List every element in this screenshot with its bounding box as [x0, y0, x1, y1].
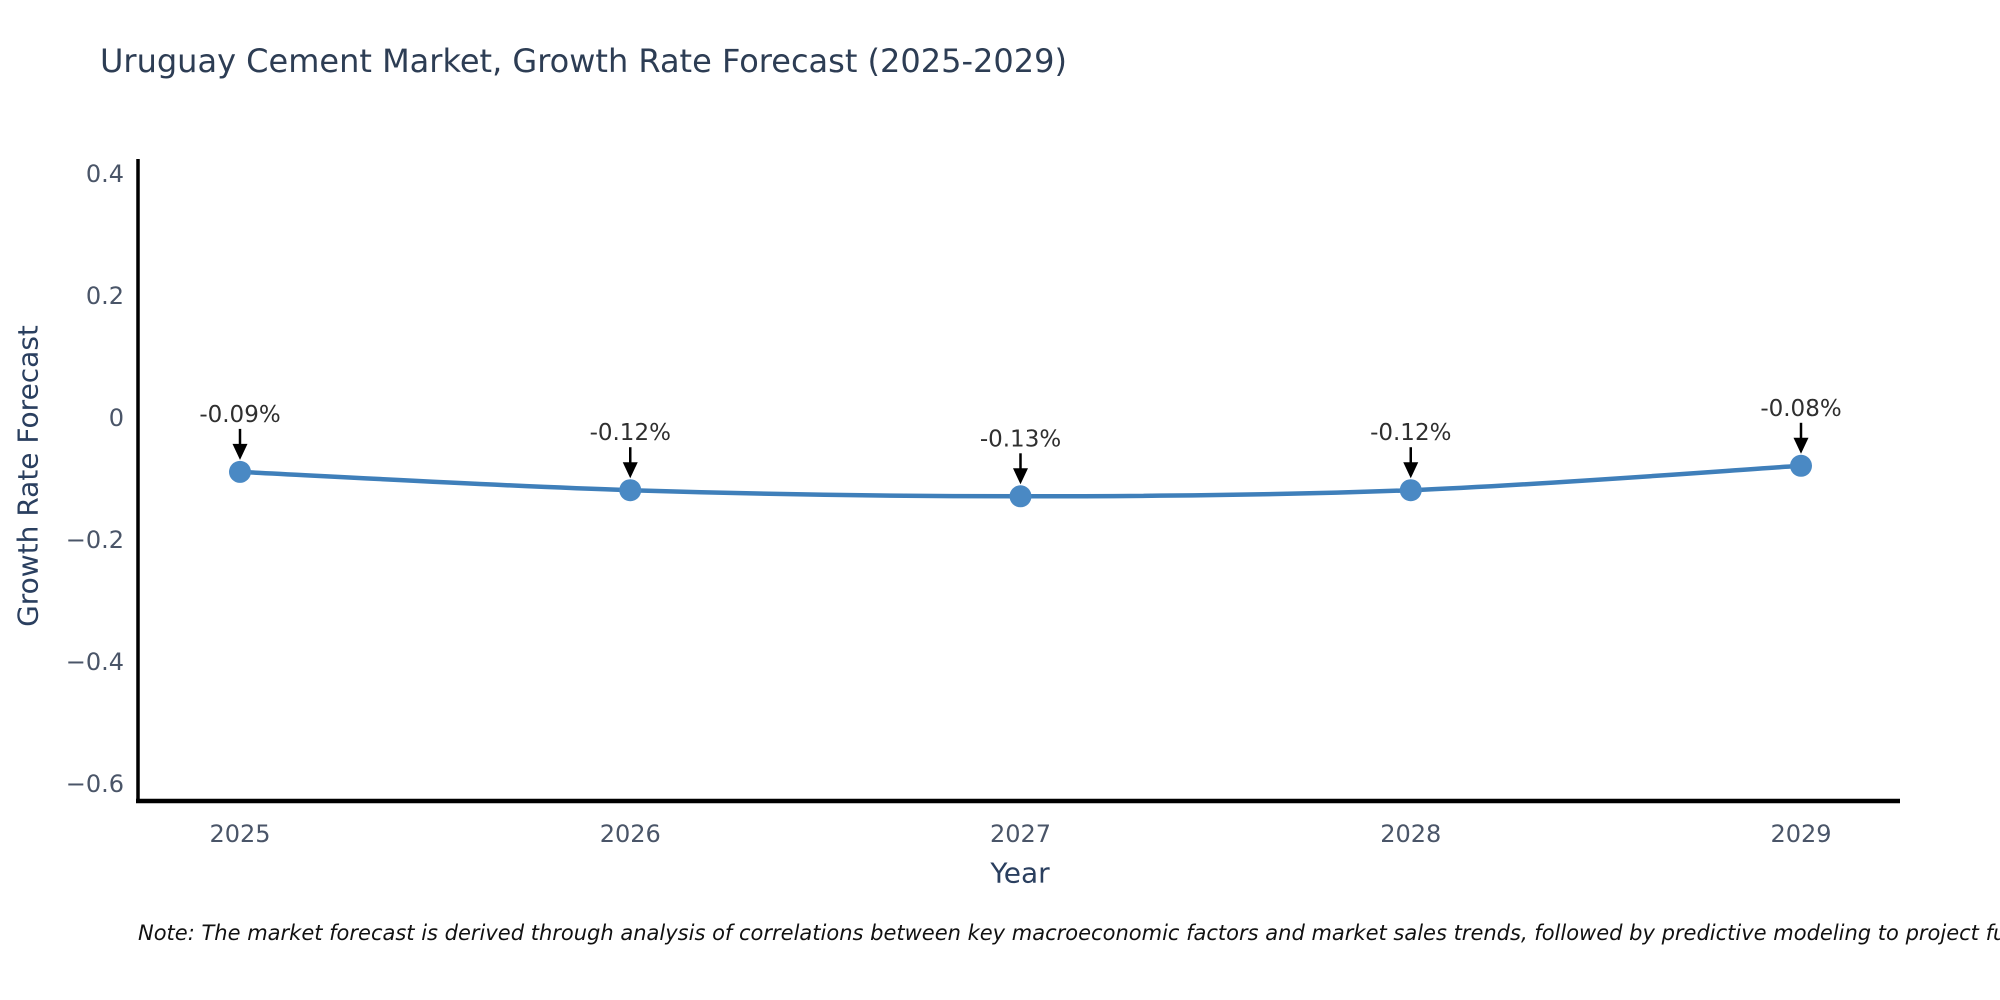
x-tick-label: 2025: [209, 820, 270, 848]
annotation-arrowhead-icon: [1403, 462, 1419, 479]
y-tick-label: −0.4: [66, 648, 124, 676]
y-tick-label: −0.6: [66, 770, 124, 798]
x-tick-label: 2026: [600, 820, 661, 848]
data-point-marker: [619, 479, 642, 502]
annotation-arrowhead-icon: [232, 443, 248, 460]
annotation-arrowhead-icon: [1013, 468, 1028, 485]
x-axis-title: Year: [990, 856, 1050, 890]
data-point-marker: [1009, 485, 1032, 508]
annotation-label: -0.12%: [590, 420, 671, 446]
annotation-arrowhead-icon: [1793, 437, 1809, 454]
y-tick-label: −0.2: [66, 526, 124, 554]
data-point-marker: [1790, 454, 1812, 477]
annotation-label: -0.13%: [980, 426, 1061, 452]
y-tick-label: 0.2: [86, 282, 124, 310]
annotation-label: -0.08%: [1760, 396, 1841, 422]
x-tick-label: 2028: [1380, 820, 1441, 848]
data-point-marker: [1399, 479, 1422, 502]
x-tick-label: 2029: [1770, 820, 1831, 848]
footnote: Note: The market forecast is derived thr…: [138, 921, 2000, 945]
annotation-label: -0.09%: [199, 402, 280, 428]
annotation-label: -0.12%: [1370, 420, 1451, 446]
data-point-marker: [229, 460, 251, 483]
x-tick-label: 2027: [990, 820, 1051, 848]
chart-title: Uruguay Cement Market, Growth Rate Forec…: [100, 42, 1067, 80]
y-tick-label: 0.4: [86, 160, 124, 188]
annotation-arrowhead-icon: [622, 462, 638, 479]
y-tick-label: 0: [109, 404, 124, 432]
